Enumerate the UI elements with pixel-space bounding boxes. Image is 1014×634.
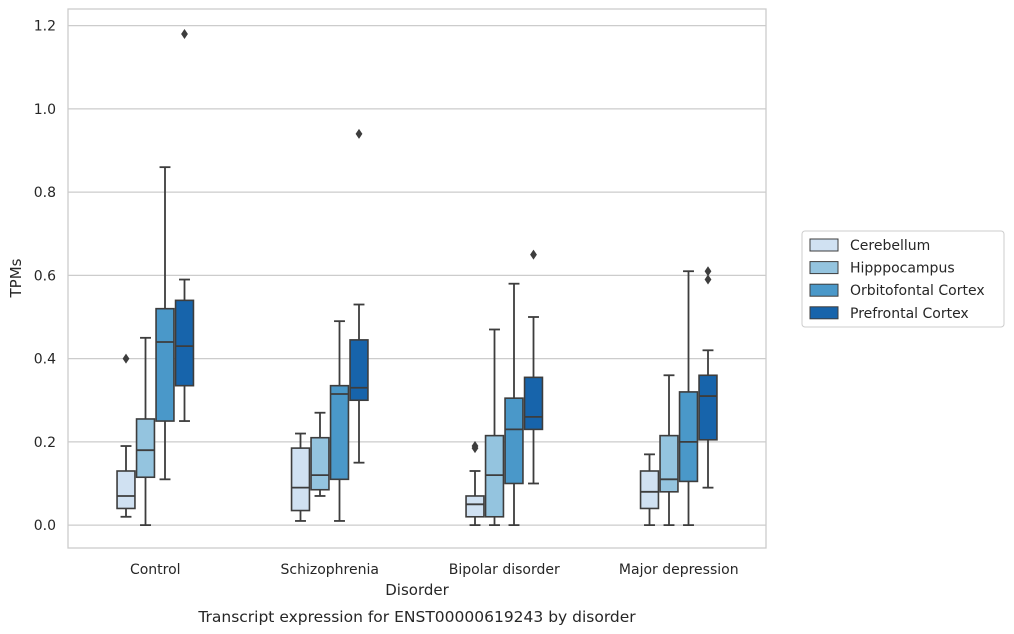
x-axis-ticks: Control Schizophrenia Bipolar disorder Majo… xyxy=(130,562,739,578)
y-tick-label: 1.0 xyxy=(34,102,56,118)
box-prefrontal-cortex xyxy=(698,266,718,489)
outlier-point xyxy=(122,353,130,364)
box-iqr xyxy=(523,376,544,431)
x-tick-label: Major depression xyxy=(619,562,739,578)
box-iqr xyxy=(116,470,136,510)
box-cerebellum xyxy=(465,441,485,527)
legend-label: Prefrontal Cortex xyxy=(850,306,969,322)
box-series xyxy=(116,28,718,527)
chart-caption: Transcript expression for ENST0000061924… xyxy=(197,608,636,626)
box-hipppocampus xyxy=(310,411,330,497)
box-iqr xyxy=(698,374,718,441)
box-prefrontal-cortex xyxy=(174,28,195,422)
outlier-point xyxy=(704,274,712,285)
box-iqr xyxy=(310,436,330,491)
x-tick-label: Bipolar disorder xyxy=(449,562,560,578)
box-iqr xyxy=(155,307,175,422)
box-orbitofontal-cortex xyxy=(329,320,350,522)
box-iqr xyxy=(639,470,660,510)
legend-frame xyxy=(801,230,1005,328)
outlier-point xyxy=(181,28,188,39)
box-hipppocampus xyxy=(484,328,505,527)
box-hipppocampus xyxy=(659,374,679,527)
box-orbitofontal-cortex xyxy=(504,282,524,527)
box-iqr xyxy=(174,299,195,387)
outlier-point xyxy=(471,443,479,454)
box-iqr xyxy=(329,384,350,481)
box-iqr xyxy=(484,434,505,518)
box-iqr xyxy=(290,447,311,512)
box-cerebellum xyxy=(116,353,136,518)
box-hipppocampus xyxy=(135,336,156,527)
y-tick-label: 0.4 xyxy=(34,352,56,368)
x-tick-label: Control xyxy=(130,562,181,578)
box-prefrontal-cortex xyxy=(349,128,369,464)
legend-swatch xyxy=(809,306,839,320)
box-iqr xyxy=(659,434,679,493)
outlier-point xyxy=(704,266,712,277)
box-iqr xyxy=(504,397,524,485)
legend: Cerebellum Hipppocampus Orbitofontal Corte… xyxy=(801,230,1005,328)
y-tick-label: 0.8 xyxy=(34,185,56,201)
plot-frame xyxy=(67,8,767,549)
box-orbitofontal-cortex xyxy=(678,270,699,527)
outlier-point xyxy=(530,249,537,260)
y-tick-label: 0.2 xyxy=(34,435,56,451)
legend-swatch xyxy=(809,283,839,297)
y-tick-label: 0.0 xyxy=(34,518,56,534)
legend-label: Orbitofontal Cortex xyxy=(850,283,985,299)
box-iqr xyxy=(135,418,156,479)
y-tick-label: 0.6 xyxy=(34,268,56,284)
box-cerebellum xyxy=(639,453,660,527)
box-prefrontal-cortex xyxy=(523,249,544,485)
box-cerebellum xyxy=(290,432,311,522)
x-tick-label: Schizophrenia xyxy=(281,562,379,578)
x-axis-title: Disorder xyxy=(385,581,449,599)
y-axis-ticks: 0.0 0.2 0.4 0.6 0.8 1.0 1.2 xyxy=(34,19,56,534)
outlier-point xyxy=(355,128,363,139)
y-axis-title: TPMs xyxy=(7,258,25,298)
box-iqr xyxy=(349,339,369,402)
legend-label: Cerebellum xyxy=(850,238,930,254)
legend-label: Hipppocampus xyxy=(850,261,955,277)
legend-swatch xyxy=(809,261,839,275)
y-tick-label: 1.2 xyxy=(34,19,56,35)
legend-swatch xyxy=(809,238,839,252)
box-orbitofontal-cortex xyxy=(155,166,175,481)
box-iqr xyxy=(465,495,485,518)
box-iqr xyxy=(678,391,699,483)
